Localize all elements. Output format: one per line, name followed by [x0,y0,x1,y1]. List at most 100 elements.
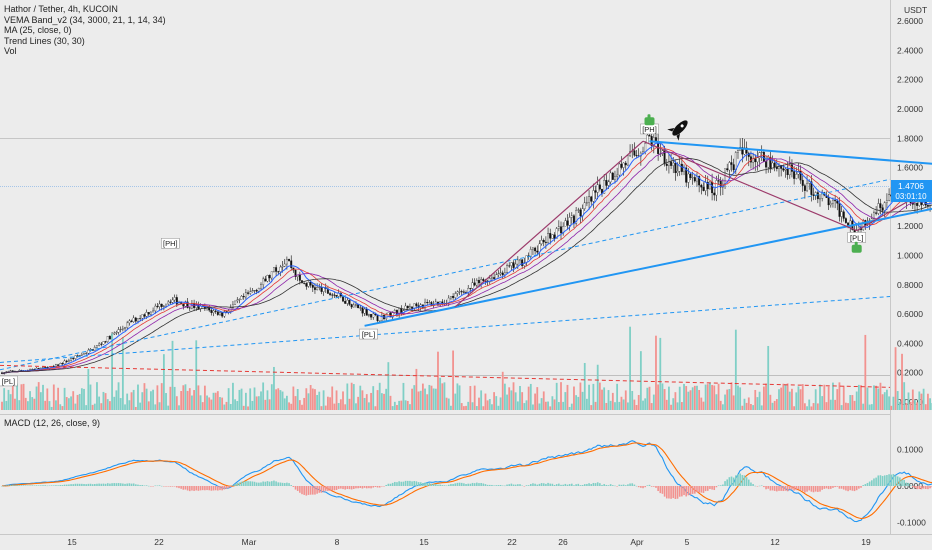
volume-bar [320,406,323,410]
candle-body [646,134,649,144]
macd-histogram-bar [681,486,683,497]
macd-histogram-bar [536,484,539,486]
y-tick-label: 0.6000 [897,309,923,319]
macd-histogram-bar [456,482,459,486]
macd-histogram-bar [46,485,49,487]
volume-bar [447,398,450,410]
candle-body [59,363,62,366]
macd-histogram-bar [119,483,122,486]
macd-histogram-bar [81,483,83,486]
candle-body [268,275,271,279]
macd-histogram-bar [825,486,828,489]
volume-bar [307,393,310,410]
volume-bar [350,382,353,410]
macd-histogram-bar [29,485,31,486]
volume-bar [80,388,83,410]
volume-bar [879,382,882,410]
candle-body [497,273,500,275]
candle-body [214,310,217,312]
macd-histogram-bar [758,485,761,487]
candle-body [87,349,90,354]
candle-body [320,286,323,292]
candle-body [693,177,696,182]
candle-body [480,279,483,284]
macd-histogram-bar [89,483,92,486]
candle-body [106,336,109,342]
volume-bar [883,392,886,410]
macd-histogram-bar [270,481,273,486]
volume-bar [9,394,12,410]
volume-bar [132,389,135,410]
macd-histogram-bar [422,482,424,486]
macd-histogram-bar [760,485,763,486]
volume-bar [104,393,107,410]
macd-histogram-bar [350,486,353,490]
macd-histogram-bar [661,486,664,494]
y-tick-label: 2.6000 [897,16,923,26]
macd-histogram-bar [219,486,221,491]
macd-histogram-bar [599,483,601,486]
macd-histogram-bar [497,485,500,486]
macd-histogram-bar [871,480,873,486]
volume-bar [698,389,701,410]
pivot-label: [PL] [847,232,866,243]
macd-histogram-bar [512,484,515,486]
volume-bar [840,405,843,410]
macd-histogram-bar [98,483,100,486]
volume-bar [113,396,116,410]
volume-bar [404,400,407,410]
macd-histogram-bar [506,484,508,486]
volume-bar [301,404,303,410]
volume-bar [877,388,880,410]
volume-bar [288,402,290,410]
volume-bar [355,403,357,410]
y-tick-label: 1.6000 [897,163,923,173]
macd-histogram-bar [851,486,854,491]
volume-bar [672,398,675,410]
volume-bar [352,384,355,410]
macd-histogram-bar [258,482,260,486]
volume-bar [806,406,808,410]
candle-body [478,280,480,284]
volume-bar [506,394,508,410]
candle-body [311,285,314,288]
macd-histogram-bar [704,486,707,492]
volume-bar [737,385,739,410]
volume-bar [812,403,815,410]
macd-histogram-bar [275,481,277,486]
volume-bar [570,403,573,410]
candle-body [65,360,68,362]
candle-body [877,203,880,214]
macd-histogram-bar [61,485,64,486]
macd-histogram-bar [912,486,914,488]
volume-bar [836,389,839,410]
macd-histogram-bar [128,483,131,486]
macd-histogram-bar [501,485,504,487]
volume-bar [216,391,219,410]
candle-body [594,190,597,193]
candle-body [139,318,142,320]
candle-body [124,327,126,329]
macd-histogram-bar [609,484,612,486]
volume-bar [27,401,29,410]
macd-histogram-bar [896,476,899,486]
candle-body [512,262,515,268]
candle-body [117,329,120,333]
volume-bar [927,393,929,410]
candle-body [687,173,690,183]
volume-bar [523,403,526,410]
volume-bar [439,377,442,410]
volume-bar [870,404,873,410]
volume-bar [48,401,51,410]
macd-histogram-bar [560,484,562,486]
volume-bar [538,403,541,410]
candle-body [272,267,275,272]
volume-bar [39,392,42,410]
candle-body [137,318,139,322]
volume-bar [37,382,40,410]
volume-bar [557,402,560,410]
volume-bar [303,397,306,410]
volume-bar [361,390,364,410]
y-tick-label: 0.8000 [897,280,923,290]
